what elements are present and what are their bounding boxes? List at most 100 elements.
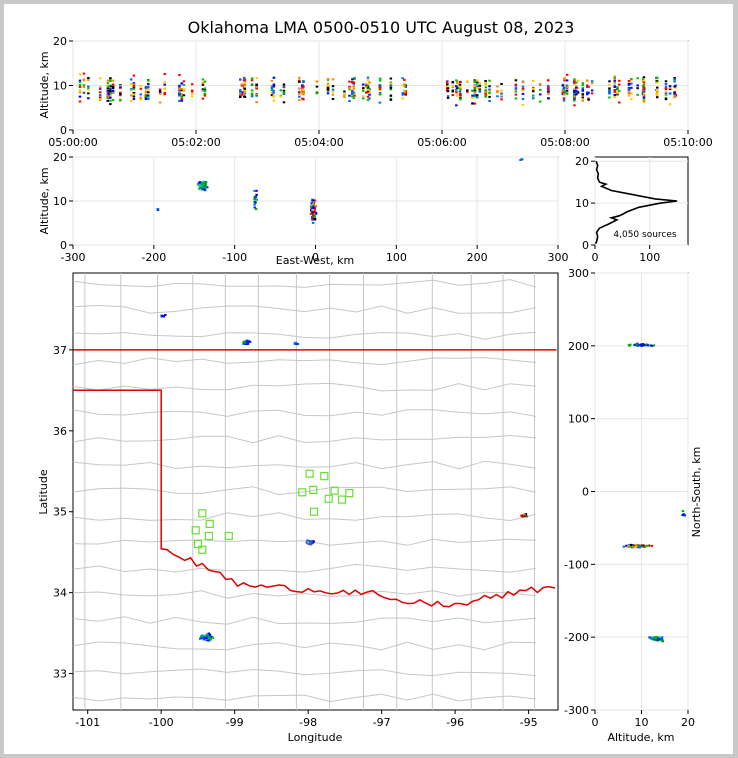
- ew-source-point: [156, 207, 160, 210]
- time-source-point: [514, 83, 518, 86]
- ns-source-point: [640, 545, 643, 548]
- ew-source-point: [310, 205, 313, 208]
- time-tick-label: 05:10:00: [663, 136, 712, 149]
- time-source-point: [201, 89, 205, 92]
- time-source-point: [455, 86, 459, 89]
- time-source-point: [565, 92, 569, 95]
- time-source-point: [478, 90, 482, 93]
- time-source-point: [673, 96, 676, 99]
- ew-tick-label: -300: [61, 251, 86, 264]
- time-source-point: [514, 87, 518, 90]
- time-source-point: [98, 97, 102, 100]
- plan-source-point: [311, 540, 314, 543]
- time-source-point: [315, 80, 319, 83]
- time-source-point: [404, 90, 408, 93]
- time-source-point: [581, 93, 585, 96]
- time-source-point: [618, 79, 621, 82]
- hist-alt-tick-label: 10: [575, 197, 589, 210]
- time-source-point: [475, 96, 479, 99]
- time-source-point: [240, 84, 244, 87]
- ew-source-point: [311, 215, 314, 218]
- time-source-point: [404, 84, 408, 87]
- time-source-point: [163, 73, 166, 76]
- time-source-point: [616, 86, 619, 89]
- time-source-point: [250, 93, 254, 96]
- ns-alt-tick-label: 20: [681, 716, 695, 729]
- time-source-point: [302, 93, 305, 96]
- time-source-point: [446, 96, 450, 99]
- ns-source-point: [661, 639, 664, 642]
- time-source-point: [282, 92, 286, 95]
- time-source-point: [109, 92, 112, 95]
- time-source-point: [98, 98, 102, 101]
- time-source-point: [613, 90, 616, 93]
- time-source-point: [538, 82, 542, 85]
- time-source-point: [144, 98, 148, 101]
- time-source-point: [565, 79, 569, 82]
- time-source-point: [78, 100, 82, 103]
- time-source-point: [581, 82, 585, 85]
- county-line: [72, 693, 537, 703]
- time-source-point: [78, 73, 82, 76]
- hist-tick-label: 0: [592, 251, 599, 264]
- time-source-point: [326, 92, 330, 95]
- time-source-point: [573, 90, 576, 93]
- time-source-point: [352, 81, 356, 84]
- ew-source-point: [202, 186, 205, 189]
- lma-station-marker: [309, 507, 319, 516]
- time-source-point: [298, 80, 301, 83]
- time-source-point: [642, 92, 646, 95]
- time-source-point: [109, 88, 112, 91]
- time-source-point: [581, 96, 585, 99]
- ew-ylabel: Altitude, km: [38, 167, 51, 234]
- time-source-point: [144, 89, 148, 92]
- time-source-point: [282, 85, 286, 88]
- lma-station-marker: [298, 488, 307, 497]
- hist-annotation: 4,050 sources: [613, 230, 677, 240]
- time-source-point: [459, 88, 462, 91]
- time-source-point: [111, 89, 115, 92]
- time-source-point: [563, 79, 566, 82]
- time-source-point: [298, 91, 301, 94]
- time-source-point: [627, 89, 631, 92]
- time-source-point: [389, 82, 393, 85]
- ew-source-point: [255, 189, 258, 192]
- time-source-point: [627, 88, 631, 91]
- time-source-point: [446, 80, 449, 83]
- time-source-point: [111, 85, 115, 88]
- time-source-point: [455, 82, 459, 85]
- time-source-point: [368, 91, 371, 94]
- time-source-point: [471, 102, 474, 105]
- time-source-point: [331, 85, 335, 88]
- ns-source-point: [642, 344, 646, 347]
- time-source-point: [608, 80, 611, 83]
- ew-source-point: [202, 188, 206, 191]
- time-source-point: [368, 97, 371, 100]
- time-source-point: [613, 77, 616, 80]
- time-source-point: [106, 82, 110, 85]
- plan-source-point: [524, 513, 528, 516]
- time-source-point: [473, 95, 477, 98]
- time-source-point: [641, 78, 645, 81]
- lon-tick-label: -96: [446, 716, 464, 729]
- time-source-point: [250, 77, 254, 80]
- time-source-point: [642, 86, 646, 89]
- plan-source-point: [248, 340, 252, 343]
- time-source-point: [107, 90, 111, 93]
- time-source-point: [203, 94, 207, 97]
- time-source-point: [608, 96, 611, 99]
- plan-source-point: [305, 541, 309, 544]
- time-source-point: [500, 83, 503, 86]
- plan-source-point: [242, 343, 245, 346]
- lma-station-marker: [191, 526, 200, 535]
- time-source-point: [514, 93, 518, 96]
- time-source-point: [655, 91, 659, 94]
- time-source-point: [129, 89, 133, 92]
- time-source-point: [129, 94, 133, 97]
- lon-tick-label: -99: [226, 716, 244, 729]
- plan-source-point: [244, 342, 248, 345]
- time-source-point: [655, 89, 659, 92]
- chart-title: Oklahoma LMA 0500-0510 UTC August 08, 20…: [188, 18, 575, 37]
- time-source-point: [119, 92, 122, 95]
- ns-source-point: [681, 510, 685, 513]
